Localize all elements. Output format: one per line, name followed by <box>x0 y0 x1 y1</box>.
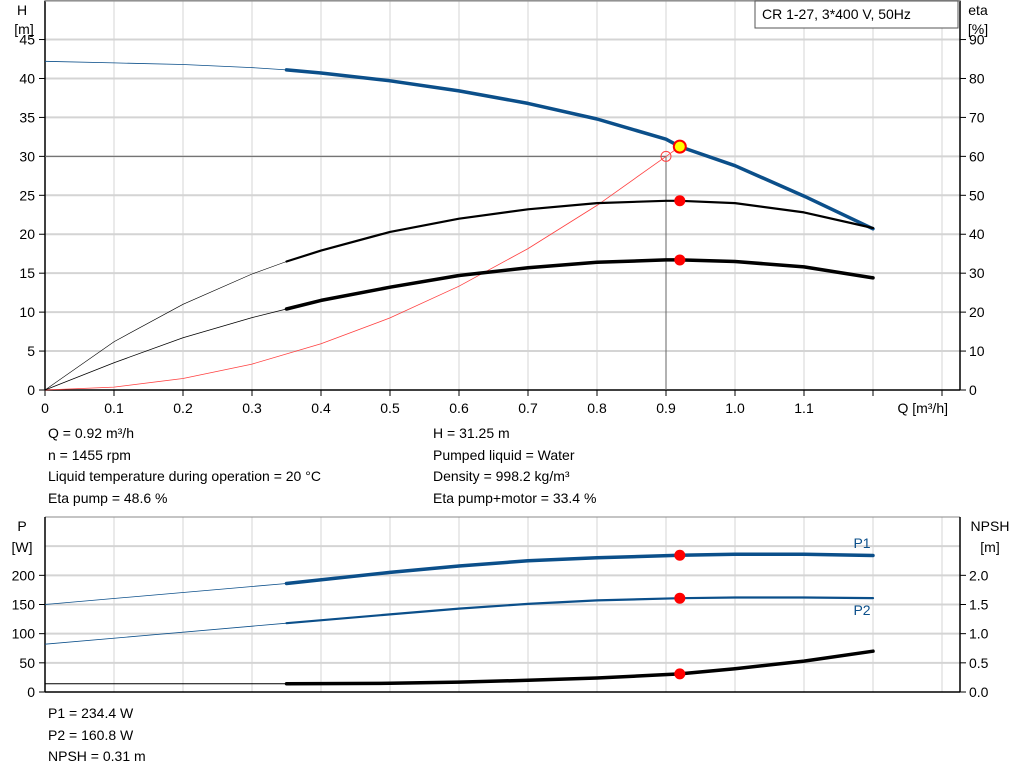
p1-curve <box>284 552 875 586</box>
x-tick-label: 0 <box>41 400 49 416</box>
x-tick-label: 0.9 <box>656 400 676 416</box>
y-tick-label-right: 50 <box>969 187 985 203</box>
x-tick-label: 0.6 <box>449 400 469 416</box>
y-tick-label-right: 30 <box>969 265 985 281</box>
eta-pump-motor-extension <box>44 308 287 391</box>
legend-box <box>754 0 959 29</box>
y-tick-label-left: 45 <box>19 32 35 48</box>
y-tick-label-left: 20 <box>19 226 35 242</box>
eta-pump-point-marker <box>674 195 686 207</box>
info-eta-pump-motor: Eta pump+motor = 33.4 % <box>433 489 597 506</box>
duty-point-marker <box>672 139 687 154</box>
info-bottom: P1 = 234.4 W P2 = 160.8 W NPSH = 0.31 m <box>48 703 146 768</box>
y-tick-label-left: 200 <box>12 567 36 583</box>
y-tick-label-left: 0 <box>27 684 35 700</box>
y-tick-label-left: 40 <box>19 70 35 86</box>
y-tick-label-right: 1.5 <box>969 597 989 613</box>
eta-pump-motor-point-marker <box>674 254 686 266</box>
info-p2: P2 = 160.8 W <box>48 726 134 743</box>
p1-extension <box>44 583 287 605</box>
y-tick-label-left: 25 <box>19 187 35 203</box>
info-p1: P1 = 234.4 W <box>48 705 134 721</box>
x-tick-label: 0.3 <box>242 400 262 416</box>
p1-point-marker <box>674 549 686 561</box>
x-axis-label: Q [m³/h] <box>897 400 948 416</box>
y-axis-label-left-unit: [m] <box>14 21 33 37</box>
y-tick-label-left: 50 <box>19 655 35 671</box>
y-tick-label-left: 0 <box>27 382 35 398</box>
head-extension <box>44 60 287 71</box>
x-tick-label: 0.1 <box>104 400 124 416</box>
y-tick-label-right: 60 <box>969 148 985 164</box>
y-tick-label-right: 70 <box>969 109 985 125</box>
y-tick-label-right: 0.0 <box>969 684 989 700</box>
x-tick-label: 0.5 <box>380 400 400 416</box>
y-tick-label-left: 30 <box>19 148 35 164</box>
info-flow: Q = 0.92 m³/h <box>48 425 134 441</box>
y-tick-label-right: 0 <box>969 382 977 398</box>
eta-pump-extension <box>44 261 287 391</box>
eta-pump-curve <box>285 199 875 263</box>
y-tick-label-right: 0.5 <box>969 655 989 671</box>
info-eta-pump: Eta pump = 48.6 % <box>48 489 168 506</box>
info-speed: n = 1455 rpm <box>48 446 131 463</box>
y-axis-label-right: NPSH <box>971 518 1010 534</box>
y-tick-label-left: 35 <box>19 109 35 125</box>
x-tick-label: 1.0 <box>725 400 745 416</box>
y-tick-label-left: 10 <box>19 304 35 320</box>
info-density: Density = 998.2 kg/m³ <box>433 468 570 484</box>
y-axis-label-left: H <box>17 2 27 18</box>
y-tick-label-right: 90 <box>969 32 985 48</box>
x-tick-label: 0.4 <box>311 400 331 416</box>
y-tick-label-left: 5 <box>27 343 35 359</box>
y-tick-label-right: 40 <box>969 226 985 242</box>
x-tick-label: 0.8 <box>587 400 607 416</box>
x-tick-label: 0.2 <box>173 400 193 416</box>
x-tick-label: 1.1 <box>794 400 814 416</box>
y-tick-label-left: 15 <box>19 265 35 281</box>
npsh-point-marker <box>674 668 686 680</box>
y-tick-label-right: 1.0 <box>969 626 989 642</box>
series-label-p2: P2 <box>853 602 870 618</box>
info-npsh: NPSH = 0.31 m <box>48 748 146 764</box>
y-tick-label-right: 2.0 <box>969 567 989 583</box>
y-axis-label-left: P <box>17 518 26 534</box>
y-tick-label-right: 10 <box>969 343 985 359</box>
y-tick-label-left: 150 <box>12 597 36 613</box>
y-tick-label-right: 20 <box>969 304 985 320</box>
head-curve <box>284 68 875 231</box>
y-axis-label-right-unit: [m] <box>980 539 999 555</box>
x-tick-label: 0.7 <box>518 400 538 416</box>
info-top-right: H = 31.25 m Pumped liquid = Water Densit… <box>433 423 596 509</box>
y-axis-label-right-unit: [%] <box>968 21 988 37</box>
series-label-p1: P1 <box>853 535 870 551</box>
info-liquid: Pumped liquid = Water <box>433 446 575 463</box>
legend-text: CR 1-27, 3*400 V, 50Hz <box>762 6 911 22</box>
info-top-left: Q = 0.92 m³/h n = 1455 rpm Liquid temper… <box>48 423 321 509</box>
system-curve <box>44 146 681 391</box>
info-temperature: Liquid temperature during operation = 20… <box>48 468 321 484</box>
npsh-curve <box>284 649 875 686</box>
y-axis-label-left-unit: [W] <box>12 539 33 555</box>
info-head: H = 31.25 m <box>433 425 510 441</box>
y-tick-label-right: 80 <box>969 70 985 86</box>
p2-point-marker <box>674 592 686 604</box>
eta-pump-motor-curve <box>284 258 875 311</box>
reference-point-marker <box>660 150 672 162</box>
y-axis-label-right: eta <box>968 2 988 18</box>
p2-extension <box>44 622 287 645</box>
p2-curve <box>285 596 875 625</box>
y-tick-label-left: 100 <box>12 626 36 642</box>
